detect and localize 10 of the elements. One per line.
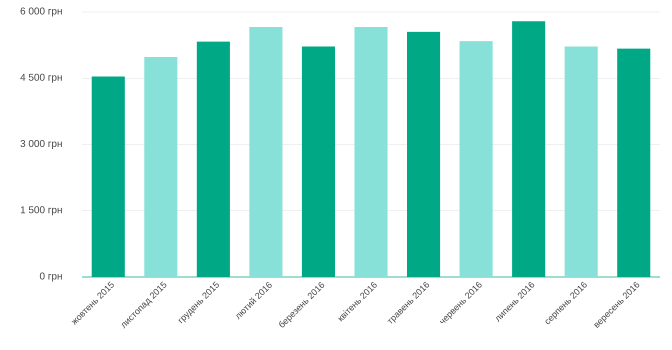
y-tick-label: 1 500 грн bbox=[20, 206, 62, 216]
bar bbox=[460, 41, 493, 277]
bar bbox=[354, 27, 388, 277]
bar bbox=[249, 27, 282, 277]
y-tick-label: 6 000 грн bbox=[20, 7, 62, 17]
y-tick-label: 4 500 грн bbox=[20, 74, 62, 83]
bar bbox=[564, 46, 598, 277]
bar bbox=[144, 57, 178, 277]
y-tick-label: 0 грн bbox=[40, 272, 62, 282]
y-tick-label: 3 000 грн bbox=[20, 140, 62, 150]
